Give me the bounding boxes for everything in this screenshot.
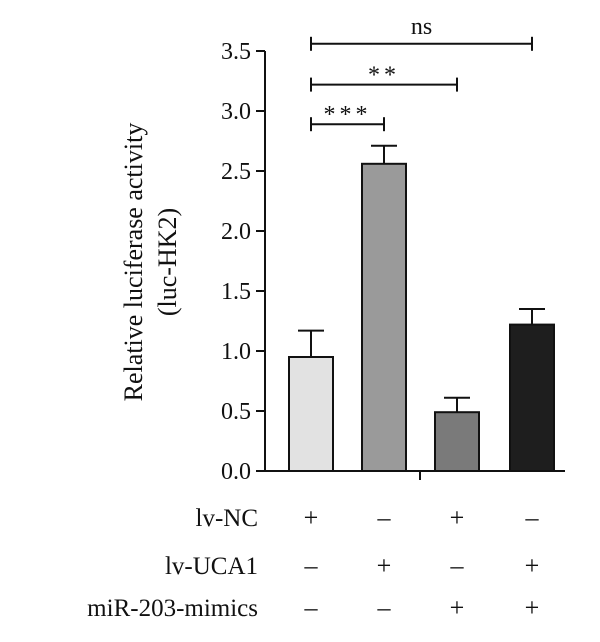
minus-sign: –: [525, 503, 540, 532]
minus-sign: –: [377, 503, 392, 532]
bar: [361, 162, 407, 473]
condition-label: lv-NC: [196, 505, 259, 532]
condition-label: lv-UCA1: [165, 553, 258, 580]
y-tick-label: 3.5: [221, 39, 251, 65]
minus-sign: –: [304, 551, 319, 580]
plus-sign: +: [377, 551, 392, 580]
y-axis-title: (luc-HK2): [153, 208, 182, 316]
significance-label: ns: [411, 14, 432, 40]
y-tick-label: 2.0: [221, 219, 251, 245]
y-tick-label: 1.0: [221, 339, 251, 365]
bar: [434, 411, 480, 473]
y-tick-label: 1.5: [221, 279, 251, 305]
plus-sign: +: [450, 503, 465, 532]
minus-sign: –: [377, 593, 392, 622]
plus-sign: +: [525, 551, 540, 580]
minus-sign: –: [304, 593, 319, 622]
plus-sign: +: [525, 593, 540, 622]
condition-label: miR-203-mimics: [87, 595, 258, 622]
bar: [288, 356, 334, 472]
bar: [509, 323, 555, 472]
significance-label: ***: [324, 102, 372, 128]
y-tick-label: 2.5: [221, 159, 251, 185]
plus-sign: +: [304, 503, 319, 532]
minus-sign: –: [450, 551, 465, 580]
y-tick-label: 0.5: [221, 399, 251, 425]
y-tick-label: 3.0: [221, 99, 251, 125]
y-axis-title: Relative luciferase activity: [119, 123, 148, 402]
significance-label: **: [368, 63, 400, 89]
plus-sign: +: [450, 593, 465, 622]
y-tick-label: 0.0: [221, 459, 251, 485]
